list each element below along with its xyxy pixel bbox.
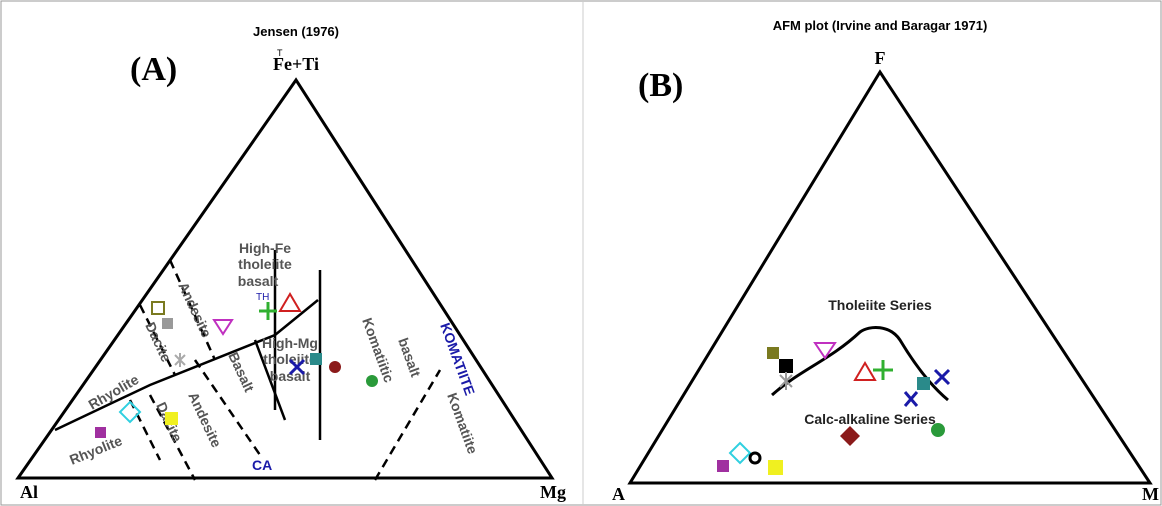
- region-label: High-Fe: [239, 240, 291, 256]
- region-label: High-Mg: [262, 335, 318, 351]
- panel-b: AFM plot (Irvine and Baragar 1971) (B) F…: [612, 18, 1159, 504]
- triangle: [627, 69, 1153, 485]
- panel-label: (A): [130, 51, 177, 88]
- apex-label: Fe+Ti: [273, 54, 319, 74]
- region-label: tholeiite: [263, 351, 317, 367]
- title: Jensen (1976): [253, 24, 339, 39]
- sample-markers: [95, 292, 378, 438]
- title: AFM plot (Irvine and Baragar 1971): [773, 18, 988, 33]
- region-label: basalt: [238, 273, 279, 289]
- region-label: tholeiite: [238, 256, 292, 272]
- right-vertex: Mg: [540, 482, 566, 502]
- region-label: Tholeiite Series: [828, 297, 932, 313]
- dividing-curve: [771, 326, 949, 402]
- region-label: Calc-alkaline Series: [804, 411, 936, 427]
- right-vertex: M: [1142, 484, 1159, 504]
- dashed-boundaries: [128, 259, 442, 481]
- left-vertex: Al: [20, 482, 38, 502]
- region-label: CA: [252, 457, 272, 473]
- triangle: [15, 77, 555, 480]
- apex-superscript: T: [277, 48, 283, 58]
- region-label: basalt: [270, 368, 311, 384]
- panel-label: (B): [638, 67, 683, 104]
- apex-label: F: [875, 48, 886, 68]
- sample-markers: [717, 342, 951, 475]
- region-label: TH: [256, 292, 269, 303]
- left-vertex: A: [612, 484, 625, 504]
